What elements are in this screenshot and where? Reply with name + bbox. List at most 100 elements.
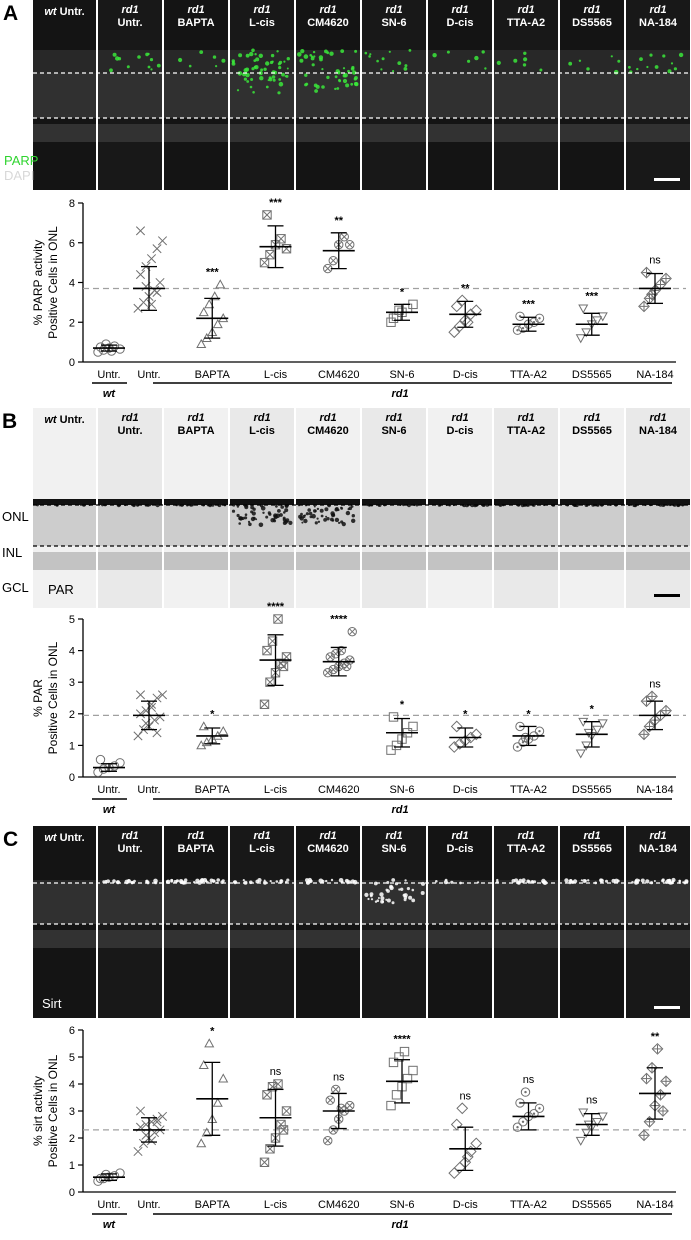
gcl-band xyxy=(362,930,426,948)
point-square xyxy=(281,652,292,662)
signal-dot xyxy=(351,518,356,523)
data-point xyxy=(133,1146,143,1157)
point-circle xyxy=(109,761,120,771)
signal-dot xyxy=(523,51,527,55)
treatment-label: DS5565 xyxy=(572,843,612,855)
signal-dot xyxy=(317,520,321,523)
signal-dot xyxy=(257,878,262,883)
signal-dot xyxy=(568,61,573,66)
signal-dot xyxy=(250,78,254,81)
inl-band xyxy=(560,883,624,924)
category-group: Untr. xyxy=(93,754,125,796)
signal-dot xyxy=(330,878,334,882)
point-triangle-down xyxy=(592,316,603,326)
signal-dot xyxy=(319,57,323,62)
y-tick-label: 2 xyxy=(69,317,75,329)
signal-dot xyxy=(605,879,608,883)
stain-label: DAPI xyxy=(4,168,34,183)
signal-dot xyxy=(104,879,108,883)
scatter-plot: 0 1 2 3 4 5 6 % sirt activity Positive Cells in … xyxy=(31,1025,686,1231)
signal-dot xyxy=(662,54,666,58)
signal-dot xyxy=(386,881,390,884)
treatment-label: CM4620 xyxy=(307,425,349,437)
signal-dot xyxy=(251,48,255,53)
genotype-label: rd1 xyxy=(319,4,336,16)
point-cross xyxy=(135,226,146,236)
point-square xyxy=(262,645,272,656)
signal-dot xyxy=(137,55,141,59)
signal-dot xyxy=(379,892,384,897)
data-point xyxy=(157,690,168,700)
significance-label: * xyxy=(590,704,595,716)
signal-dot xyxy=(369,53,372,56)
point-diamond xyxy=(646,1061,658,1074)
point-cross xyxy=(329,257,337,264)
signal-dot xyxy=(408,49,412,52)
signal-dot xyxy=(352,70,357,75)
data-point xyxy=(520,732,531,743)
signal-dot xyxy=(654,65,659,69)
signal-dot xyxy=(283,519,289,524)
point-square xyxy=(273,1079,283,1089)
x-tick-label: L-cis xyxy=(264,1199,288,1211)
point-diamond xyxy=(640,266,653,279)
data-point xyxy=(109,761,120,771)
treatment-label: Untr. xyxy=(60,414,85,426)
data-point xyxy=(276,1119,286,1130)
signal-dot xyxy=(269,880,272,883)
signal-dot xyxy=(231,62,236,66)
signal-dot xyxy=(319,508,324,513)
point-cross xyxy=(152,728,162,738)
photoreceptor-edge xyxy=(164,499,228,505)
data-point xyxy=(453,1161,466,1174)
data-point xyxy=(581,1128,592,1138)
data-point xyxy=(515,311,525,321)
point-triangle xyxy=(196,338,207,348)
signal-dot xyxy=(298,514,303,519)
point-triangle-down xyxy=(581,741,592,751)
genotype-label: rd1 xyxy=(517,4,534,16)
point-cross xyxy=(346,1102,354,1109)
x-tick-label: L-cis xyxy=(264,369,288,381)
onl-band xyxy=(362,50,426,73)
signal-dot xyxy=(667,69,672,74)
gcl-band xyxy=(33,124,96,142)
signal-dot xyxy=(321,68,324,71)
treatment-label: Untr. xyxy=(117,425,142,437)
significance-label: **** xyxy=(267,601,285,613)
data-point xyxy=(448,326,461,339)
genotype-label: rd1 xyxy=(121,830,138,842)
data-point xyxy=(135,269,146,280)
point-cross xyxy=(276,1119,286,1130)
signal-dot xyxy=(273,513,278,518)
onl-band xyxy=(296,880,360,883)
data-point xyxy=(578,304,589,314)
signal-dot xyxy=(252,91,255,94)
signal-dot xyxy=(248,522,252,527)
signal-dot xyxy=(336,87,340,90)
point-cross xyxy=(276,234,286,244)
signal-dot xyxy=(340,49,345,53)
signal-dot xyxy=(334,87,337,91)
signal-dot xyxy=(265,515,269,519)
layer-label: ONL xyxy=(2,884,29,899)
point-square xyxy=(394,1052,404,1062)
point-square xyxy=(265,677,275,687)
gcl-band xyxy=(428,552,492,570)
data-point xyxy=(518,1117,528,1127)
inl-band xyxy=(428,883,492,924)
data-point xyxy=(152,244,162,254)
signal-dot xyxy=(481,50,485,54)
data-point xyxy=(135,709,146,719)
point-dot xyxy=(521,327,525,330)
point-triangle-down xyxy=(575,749,586,759)
signal-dot xyxy=(112,879,116,883)
signal-dot xyxy=(599,878,604,883)
signal-dot xyxy=(271,60,274,63)
signal-dot xyxy=(126,879,132,884)
category-group: ns NA-184 xyxy=(636,678,673,796)
signal-dot xyxy=(527,880,531,884)
data-point xyxy=(638,1129,650,1142)
y-tick-label: 8 xyxy=(69,198,75,210)
